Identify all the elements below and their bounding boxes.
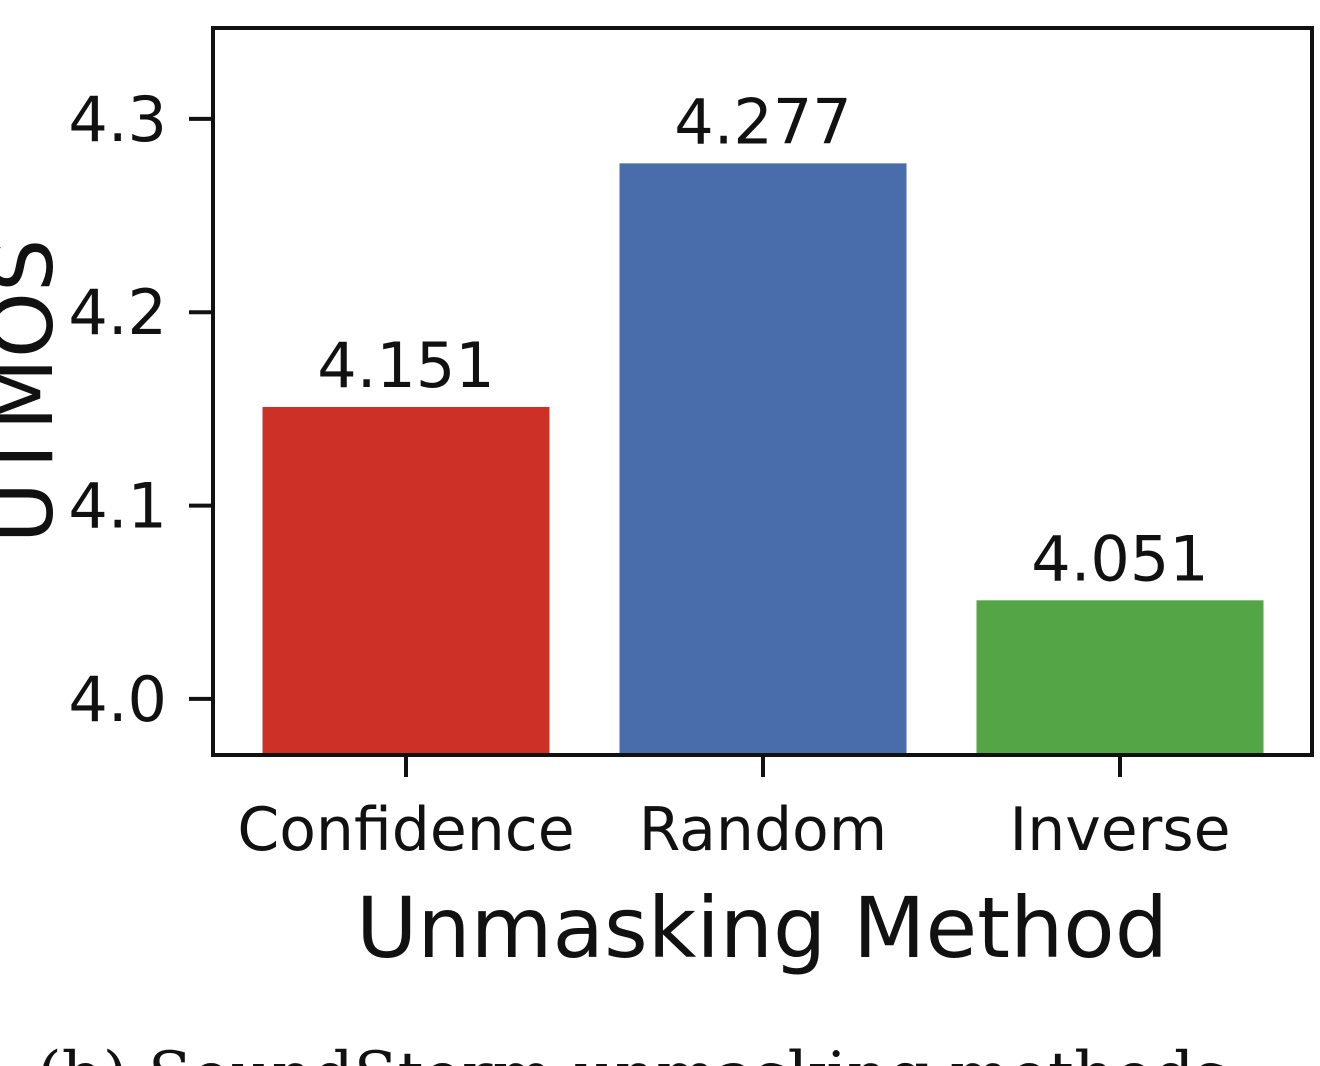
y-axis-label: UTMOS xyxy=(0,239,72,544)
data-label-inverse: 4.051 xyxy=(1031,522,1209,595)
bars xyxy=(262,163,1264,755)
bar-random xyxy=(619,163,907,755)
y-tick-label: 4.0 xyxy=(68,663,167,736)
x-tick-label: Inverse xyxy=(1010,795,1231,865)
y-tick-label: 4.1 xyxy=(68,470,167,543)
figure-caption: (b) SoundStorm unmasking methods xyxy=(37,1039,1228,1066)
y-tick-label: 4.3 xyxy=(68,83,167,156)
data-labels: 4.151 4.277 4.051 xyxy=(317,85,1209,595)
x-tick-label: Confidence xyxy=(237,795,574,865)
bar-confidence xyxy=(262,406,550,755)
x-axis-ticks: Confidence Random Inverse xyxy=(237,755,1231,865)
x-axis-label: Unmasking Method xyxy=(356,879,1168,977)
x-tick-label: Random xyxy=(639,795,887,865)
y-tick-label: 4.2 xyxy=(68,276,167,349)
y-axis-ticks: 4.0 4.1 4.2 4.3 xyxy=(68,83,213,736)
data-label-confidence: 4.151 xyxy=(317,329,495,402)
data-label-random: 4.277 xyxy=(674,85,852,158)
bar-inverse xyxy=(976,600,1264,755)
plot-frame xyxy=(211,26,1314,757)
